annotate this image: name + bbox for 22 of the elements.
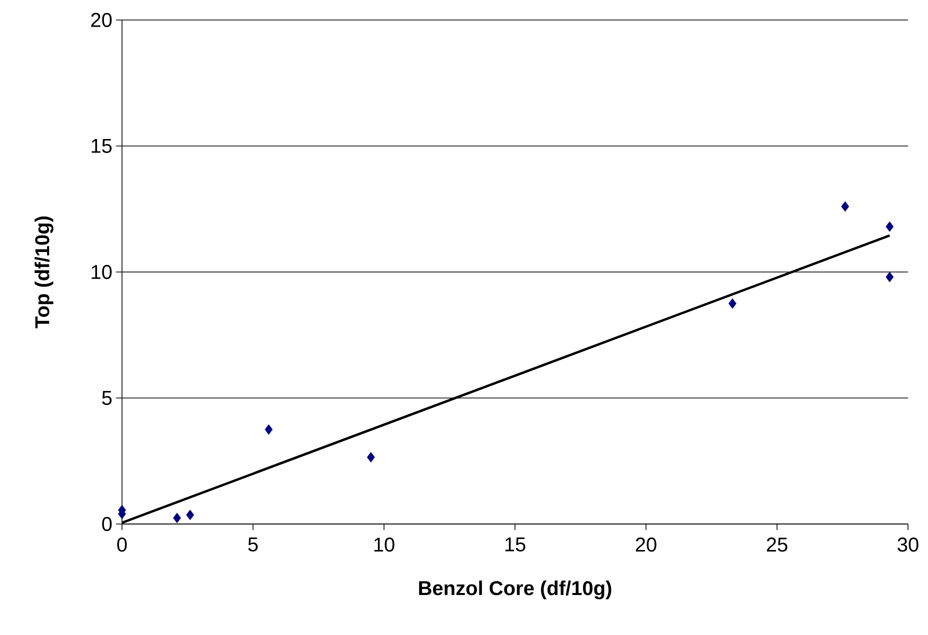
y-tick-label: 0 bbox=[102, 516, 112, 532]
point bbox=[886, 272, 894, 282]
point bbox=[264, 424, 273, 435]
point bbox=[728, 298, 736, 309]
y-tick-label: 15 bbox=[92, 139, 112, 153]
x-tick-label: 5 bbox=[248, 538, 258, 552]
point bbox=[173, 512, 181, 524]
point bbox=[886, 221, 894, 232]
x-tick-label: 30 bbox=[898, 538, 918, 552]
x-tick-label: 25 bbox=[766, 538, 788, 552]
y-tick-label: 5 bbox=[102, 391, 112, 405]
x-tick-label: 15 bbox=[505, 538, 526, 552]
y-tick-label: 10 bbox=[92, 264, 112, 280]
x-tick-label: 0 bbox=[117, 538, 127, 552]
point bbox=[366, 452, 375, 462]
y-axis-title: Top (df/10g) bbox=[34, 216, 54, 328]
point bbox=[841, 201, 850, 212]
x-tick-label: 20 bbox=[636, 538, 656, 552]
x-axis-title: Benzol Core (df/10g) bbox=[419, 580, 612, 600]
point bbox=[186, 510, 194, 520]
y-tick-label: 20 bbox=[91, 12, 112, 28]
x-tick-label: 10 bbox=[374, 538, 394, 552]
